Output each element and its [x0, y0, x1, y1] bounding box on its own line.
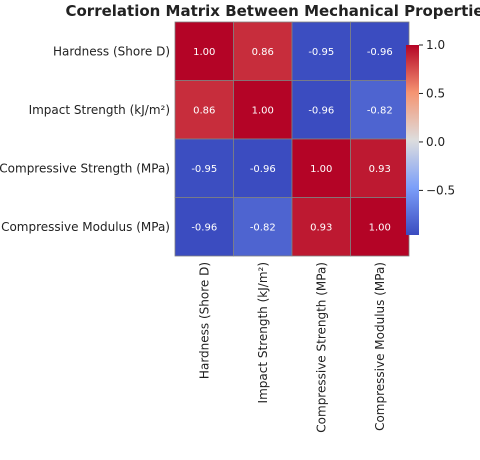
heatmap-cell-r1-c0 [174, 80, 234, 140]
cell-value-r2-c3: 0.93 [369, 164, 391, 175]
cell-value-r1-c2: -0.96 [308, 105, 334, 116]
heatmap-cell-r3-c3 [350, 197, 410, 257]
cell-value-r0-c0: 1.00 [193, 47, 215, 58]
cell-value-r3-c3: 1.00 [369, 222, 391, 233]
heatmap-cell-r0-c2 [291, 21, 351, 81]
cell-value-r2-c2: 1.00 [310, 164, 332, 175]
colorbar-tick-label-3: −0.5 [426, 183, 455, 197]
colorbar-tick-label-0: 1.0 [426, 38, 445, 52]
cell-value-r0-c2: -0.95 [308, 47, 334, 58]
heatmap-cell-r3-c1 [233, 197, 293, 257]
cell-value-r0-c1: 0.86 [252, 47, 274, 58]
heatmap-cell-r2-c1 [233, 138, 293, 198]
chart-title: Correlation Matrix Between Mechanical Pr… [65, 2, 480, 20]
colorbar-tick-label-2: 0.0 [426, 135, 445, 149]
colorbar: 1.0 0.5 0.0 −0.5 [406, 38, 455, 235]
column-label-0: Hardness (Shore D) [197, 262, 211, 379]
heatmap-cell-r1-c3 [350, 80, 410, 140]
column-label-1: Impact Strength (kJ/m²) [256, 262, 270, 403]
cell-value-r1-c3: -0.82 [367, 105, 393, 116]
cell-value-r3-c1: -0.82 [250, 222, 276, 233]
heatmap-cell-r3-c0 [174, 197, 234, 257]
cell-value-r3-c2: 0.93 [310, 222, 332, 233]
cell-value-r1-c1: 1.00 [252, 105, 274, 116]
row-label-2: Compressive Strength (MPa) [0, 161, 170, 175]
heatmap-grid: 1.00 0.86 -0.95 -0.96 0.86 1.00 -0.96 -0.82 -0.9… [174, 21, 410, 257]
heatmap-cell-r0-c0 [174, 21, 234, 81]
column-label-3: Compressive Modulus (MPa) [373, 262, 387, 431]
cell-value-r3-c0: -0.96 [191, 222, 217, 233]
cell-value-r0-c3: -0.96 [367, 47, 393, 58]
cell-value-r1-c0: 0.86 [193, 105, 215, 116]
row-label-0: Hardness (Shore D) [53, 44, 170, 58]
column-label-2: Compressive Strength (MPa) [314, 262, 328, 433]
heatmap-cell-r0-c1 [233, 21, 293, 81]
row-label-1: Impact Strength (kJ/m²) [29, 103, 170, 117]
heatmap-cell-r0-c3 [350, 21, 410, 81]
row-labels: Hardness (Shore D) Impact Strength (kJ/m²… [0, 44, 170, 234]
heatmap-cell-r2-c3 [350, 138, 410, 198]
colorbar-gradient [406, 45, 419, 235]
heatmap-cell-r1-c1 [233, 80, 293, 140]
column-labels: Hardness (Shore D) Impact Strength (kJ/m²… [197, 262, 387, 433]
row-label-3: Compressive Modulus (MPa) [1, 220, 170, 234]
colorbar-tick-label-1: 0.5 [426, 86, 445, 100]
cell-value-r2-c0: -0.95 [191, 164, 217, 175]
cell-value-r2-c1: -0.96 [250, 164, 276, 175]
